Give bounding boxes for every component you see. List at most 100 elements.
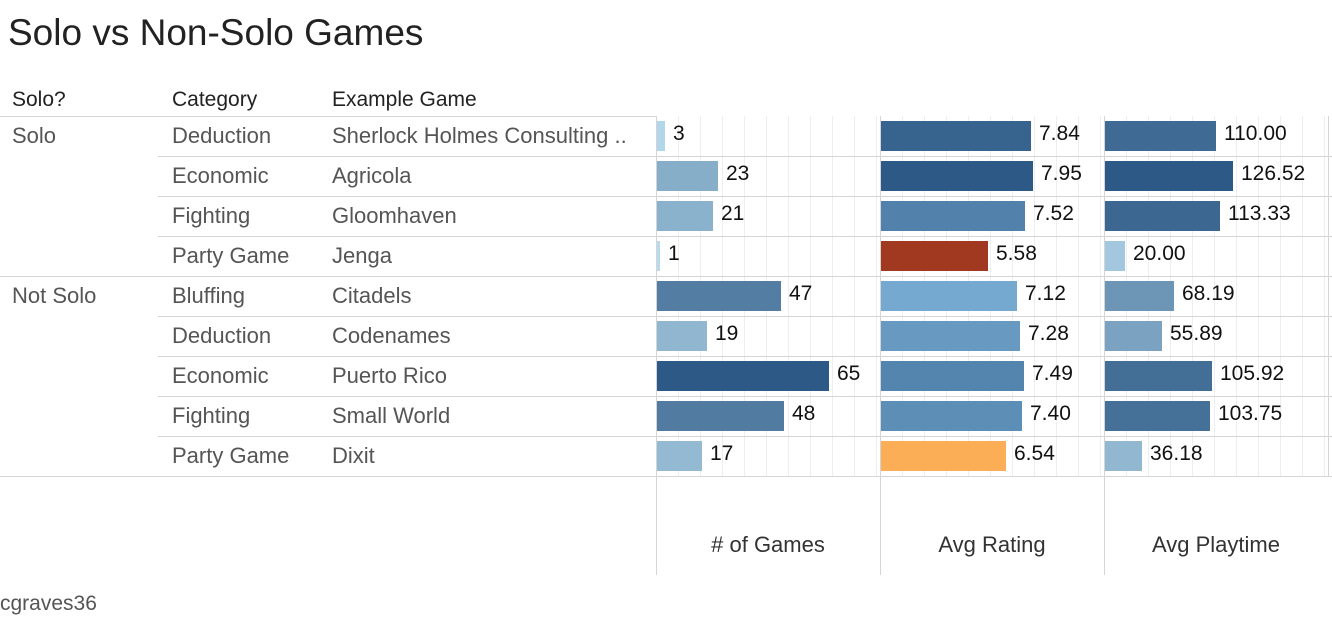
playtime-bar	[1105, 241, 1125, 271]
category-cell: Fighting	[172, 403, 251, 428]
header-example-game: Example Game	[332, 88, 477, 111]
games-value-label: 19	[715, 322, 739, 345]
row-divider	[0, 276, 1332, 277]
playtime-value-label: 126.52	[1241, 162, 1306, 185]
playtime-bar	[1105, 361, 1212, 391]
rating-bar	[881, 241, 988, 271]
playtime-bar	[1105, 161, 1233, 191]
grid-line	[1280, 116, 1281, 476]
rating-bar	[881, 441, 1006, 471]
rating-value-label: 7.40	[1030, 402, 1071, 425]
games-bar	[657, 201, 713, 231]
games-bar	[657, 161, 718, 191]
pane-row-divider	[656, 156, 1328, 157]
rating-bar	[881, 121, 1031, 151]
pane-row-divider	[656, 436, 1328, 437]
pane-row-divider	[656, 356, 1328, 357]
rating-value-label: 7.52	[1033, 202, 1074, 225]
games-bar	[657, 281, 781, 311]
example-game-cell: Sherlock Holmes Consulting ..	[332, 123, 627, 148]
rating-bar	[881, 201, 1025, 231]
games-value-label: 17	[710, 442, 734, 465]
pane-row-divider	[656, 236, 1328, 237]
grid-line	[788, 116, 789, 476]
category-cell: Fighting	[172, 203, 251, 228]
playtime-value-label: 20.00	[1133, 242, 1186, 265]
games-value-label: 21	[721, 202, 745, 225]
grid-line	[1214, 116, 1215, 476]
games-value-label: 1	[668, 242, 680, 265]
example-game-cell: Agricola	[332, 163, 412, 188]
playtime-value-label: 68.19	[1182, 282, 1235, 305]
solo-group-label: Not Solo	[12, 283, 97, 308]
pane-row-divider	[656, 396, 1328, 397]
rating-bar	[881, 161, 1033, 191]
axis-title-rating: Avg Rating	[938, 532, 1046, 557]
rating-value-label: 7.12	[1025, 282, 1066, 305]
games-bar	[657, 321, 707, 351]
example-game-cell: Small World	[332, 403, 451, 428]
games-bar	[657, 361, 829, 391]
category-cell: Economic	[172, 363, 269, 388]
header-divider	[0, 116, 656, 117]
playtime-value-label: 113.33	[1228, 202, 1291, 225]
playtime-bar	[1105, 321, 1162, 351]
playtime-bar	[1105, 441, 1142, 471]
solo-group-label: Solo	[12, 123, 57, 148]
rating-value-label: 7.84	[1039, 122, 1080, 145]
grid-line	[1258, 116, 1259, 476]
playtime-bar	[1105, 121, 1216, 151]
rating-value-label: 6.54	[1014, 442, 1055, 465]
games-value-label: 47	[789, 282, 813, 305]
category-cell: Bluffing	[172, 283, 245, 308]
pane-row-divider	[656, 316, 1328, 317]
playtime-value-label: 105.92	[1220, 362, 1285, 385]
header-category: Category	[172, 88, 258, 111]
playtime-value-label: 110.00	[1224, 122, 1287, 145]
playtime-bar	[1105, 201, 1220, 231]
row-divider	[0, 476, 1332, 477]
games-bar	[657, 241, 660, 271]
rating-value-label: 7.28	[1028, 322, 1069, 345]
grid-line	[1302, 116, 1303, 476]
playtime-bar	[1105, 401, 1210, 431]
axis-title-playtime: Avg Playtime	[1152, 532, 1280, 557]
grid-line	[876, 116, 877, 476]
example-game-cell: Dixit	[332, 443, 375, 468]
playtime-bar	[1105, 281, 1174, 311]
games-value-label: 23	[726, 162, 750, 185]
rating-value-label: 7.49	[1032, 362, 1073, 385]
rating-value-label: 7.95	[1041, 162, 1082, 185]
category-cell: Party Game	[172, 243, 290, 268]
rating-bar	[881, 281, 1017, 311]
grid-line	[1192, 116, 1193, 476]
header-solo: Solo?	[12, 88, 66, 111]
category-cell: Deduction	[172, 323, 272, 348]
rating-value-label: 5.58	[996, 242, 1037, 265]
grid-line	[1034, 116, 1035, 476]
grid-line	[1324, 116, 1325, 476]
playtime-value-label: 103.75	[1218, 402, 1283, 425]
example-game-cell: Gloomhaven	[332, 203, 457, 228]
rating-bar	[881, 361, 1024, 391]
games-value-label: 3	[673, 122, 685, 145]
pane-separator-right	[1328, 116, 1329, 476]
example-game-cell: Citadels	[332, 283, 412, 308]
pane-row-divider	[656, 196, 1328, 197]
grid-line	[1236, 116, 1237, 476]
example-game-cell: Puerto Rico	[332, 363, 447, 388]
rating-bar	[881, 401, 1022, 431]
playtime-value-label: 55.89	[1170, 322, 1223, 345]
playtime-value-label: 36.18	[1150, 442, 1203, 465]
grid-line	[1056, 116, 1057, 476]
games-bar	[657, 401, 784, 431]
footer-author: cgraves36	[0, 592, 97, 615]
games-bar	[657, 121, 665, 151]
axis-title-games: # of Games	[711, 532, 825, 557]
grid-line	[1078, 116, 1079, 476]
grid-line	[810, 116, 811, 476]
pane-separator	[1104, 116, 1105, 575]
category-cell: Deduction	[172, 123, 272, 148]
category-cell: Party Game	[172, 443, 290, 468]
pane-separator	[656, 116, 657, 575]
